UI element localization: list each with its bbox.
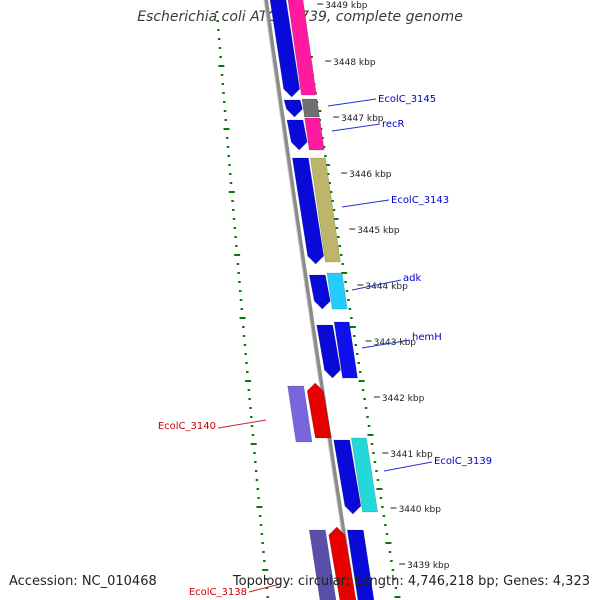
tick-label: 3445 kbp <box>357 226 400 236</box>
backbone-highlight <box>263 0 353 600</box>
cog-block <box>333 321 358 379</box>
tick-label: 3444 kbp <box>365 282 408 292</box>
gene-label: EcolC_3138 <box>189 587 247 598</box>
cog-block <box>326 272 348 310</box>
cog-block <box>310 157 341 263</box>
accession-text: Accession: NC_010468 <box>9 574 157 589</box>
tick-label: 3441 kbp <box>390 450 433 460</box>
tick-label: 3447 kbp <box>341 114 384 124</box>
gene-label: adk <box>403 273 421 284</box>
tick-label: 3442 kbp <box>382 394 425 404</box>
gene-label: EcolC_3145 <box>378 94 436 105</box>
feature-track <box>269 0 378 600</box>
tick-label: 3440 kbp <box>399 505 442 515</box>
cds-forward-arrow <box>346 529 375 600</box>
gene-label-leader <box>331 123 381 132</box>
gene-label: EcolC_3139 <box>434 456 492 467</box>
gc-content-track <box>215 11 269 598</box>
cog-block <box>351 437 378 513</box>
cds-forward-arrow <box>269 0 301 98</box>
tick-label: 3449 kbp <box>325 1 368 11</box>
cog-block <box>301 98 320 118</box>
cds-forward-arrow <box>286 119 308 151</box>
gene-label-leader <box>341 199 390 208</box>
gene-label: hemH <box>412 332 442 343</box>
cog-block <box>287 0 317 96</box>
tick-label: 3446 kbp <box>349 170 392 180</box>
cog-block <box>304 117 325 151</box>
gene-label-leader <box>383 461 433 472</box>
cds-forward-arrow <box>316 324 341 379</box>
gene-label-leader <box>217 419 267 429</box>
gene-label: EcolC_3143 <box>391 195 449 206</box>
tick-label: 3439 kbp <box>407 561 450 571</box>
cds-forward-arrow <box>333 439 362 515</box>
gene-label-leader <box>327 98 377 107</box>
tick-label: 3448 kbp <box>333 58 376 68</box>
gene-label-leader <box>361 339 411 349</box>
topology-text: Topology: circular; Length: 4,746,218 bp… <box>232 574 590 589</box>
cds-reverse-arrow <box>328 526 357 600</box>
cog-block <box>308 529 337 600</box>
cds-forward-arrow <box>283 99 303 118</box>
gene-label-leader <box>351 279 402 291</box>
backbone-line <box>263 0 357 600</box>
cds-reverse-arrow <box>306 382 332 439</box>
cog-block <box>287 385 313 443</box>
gene-label-leader <box>248 583 281 593</box>
cds-forward-arrow <box>292 157 325 265</box>
cds-forward-arrow <box>308 274 331 310</box>
gene-label: recR <box>382 119 405 130</box>
genome-backbone <box>263 0 357 600</box>
gene-label: EcolC_3140 <box>158 421 216 432</box>
